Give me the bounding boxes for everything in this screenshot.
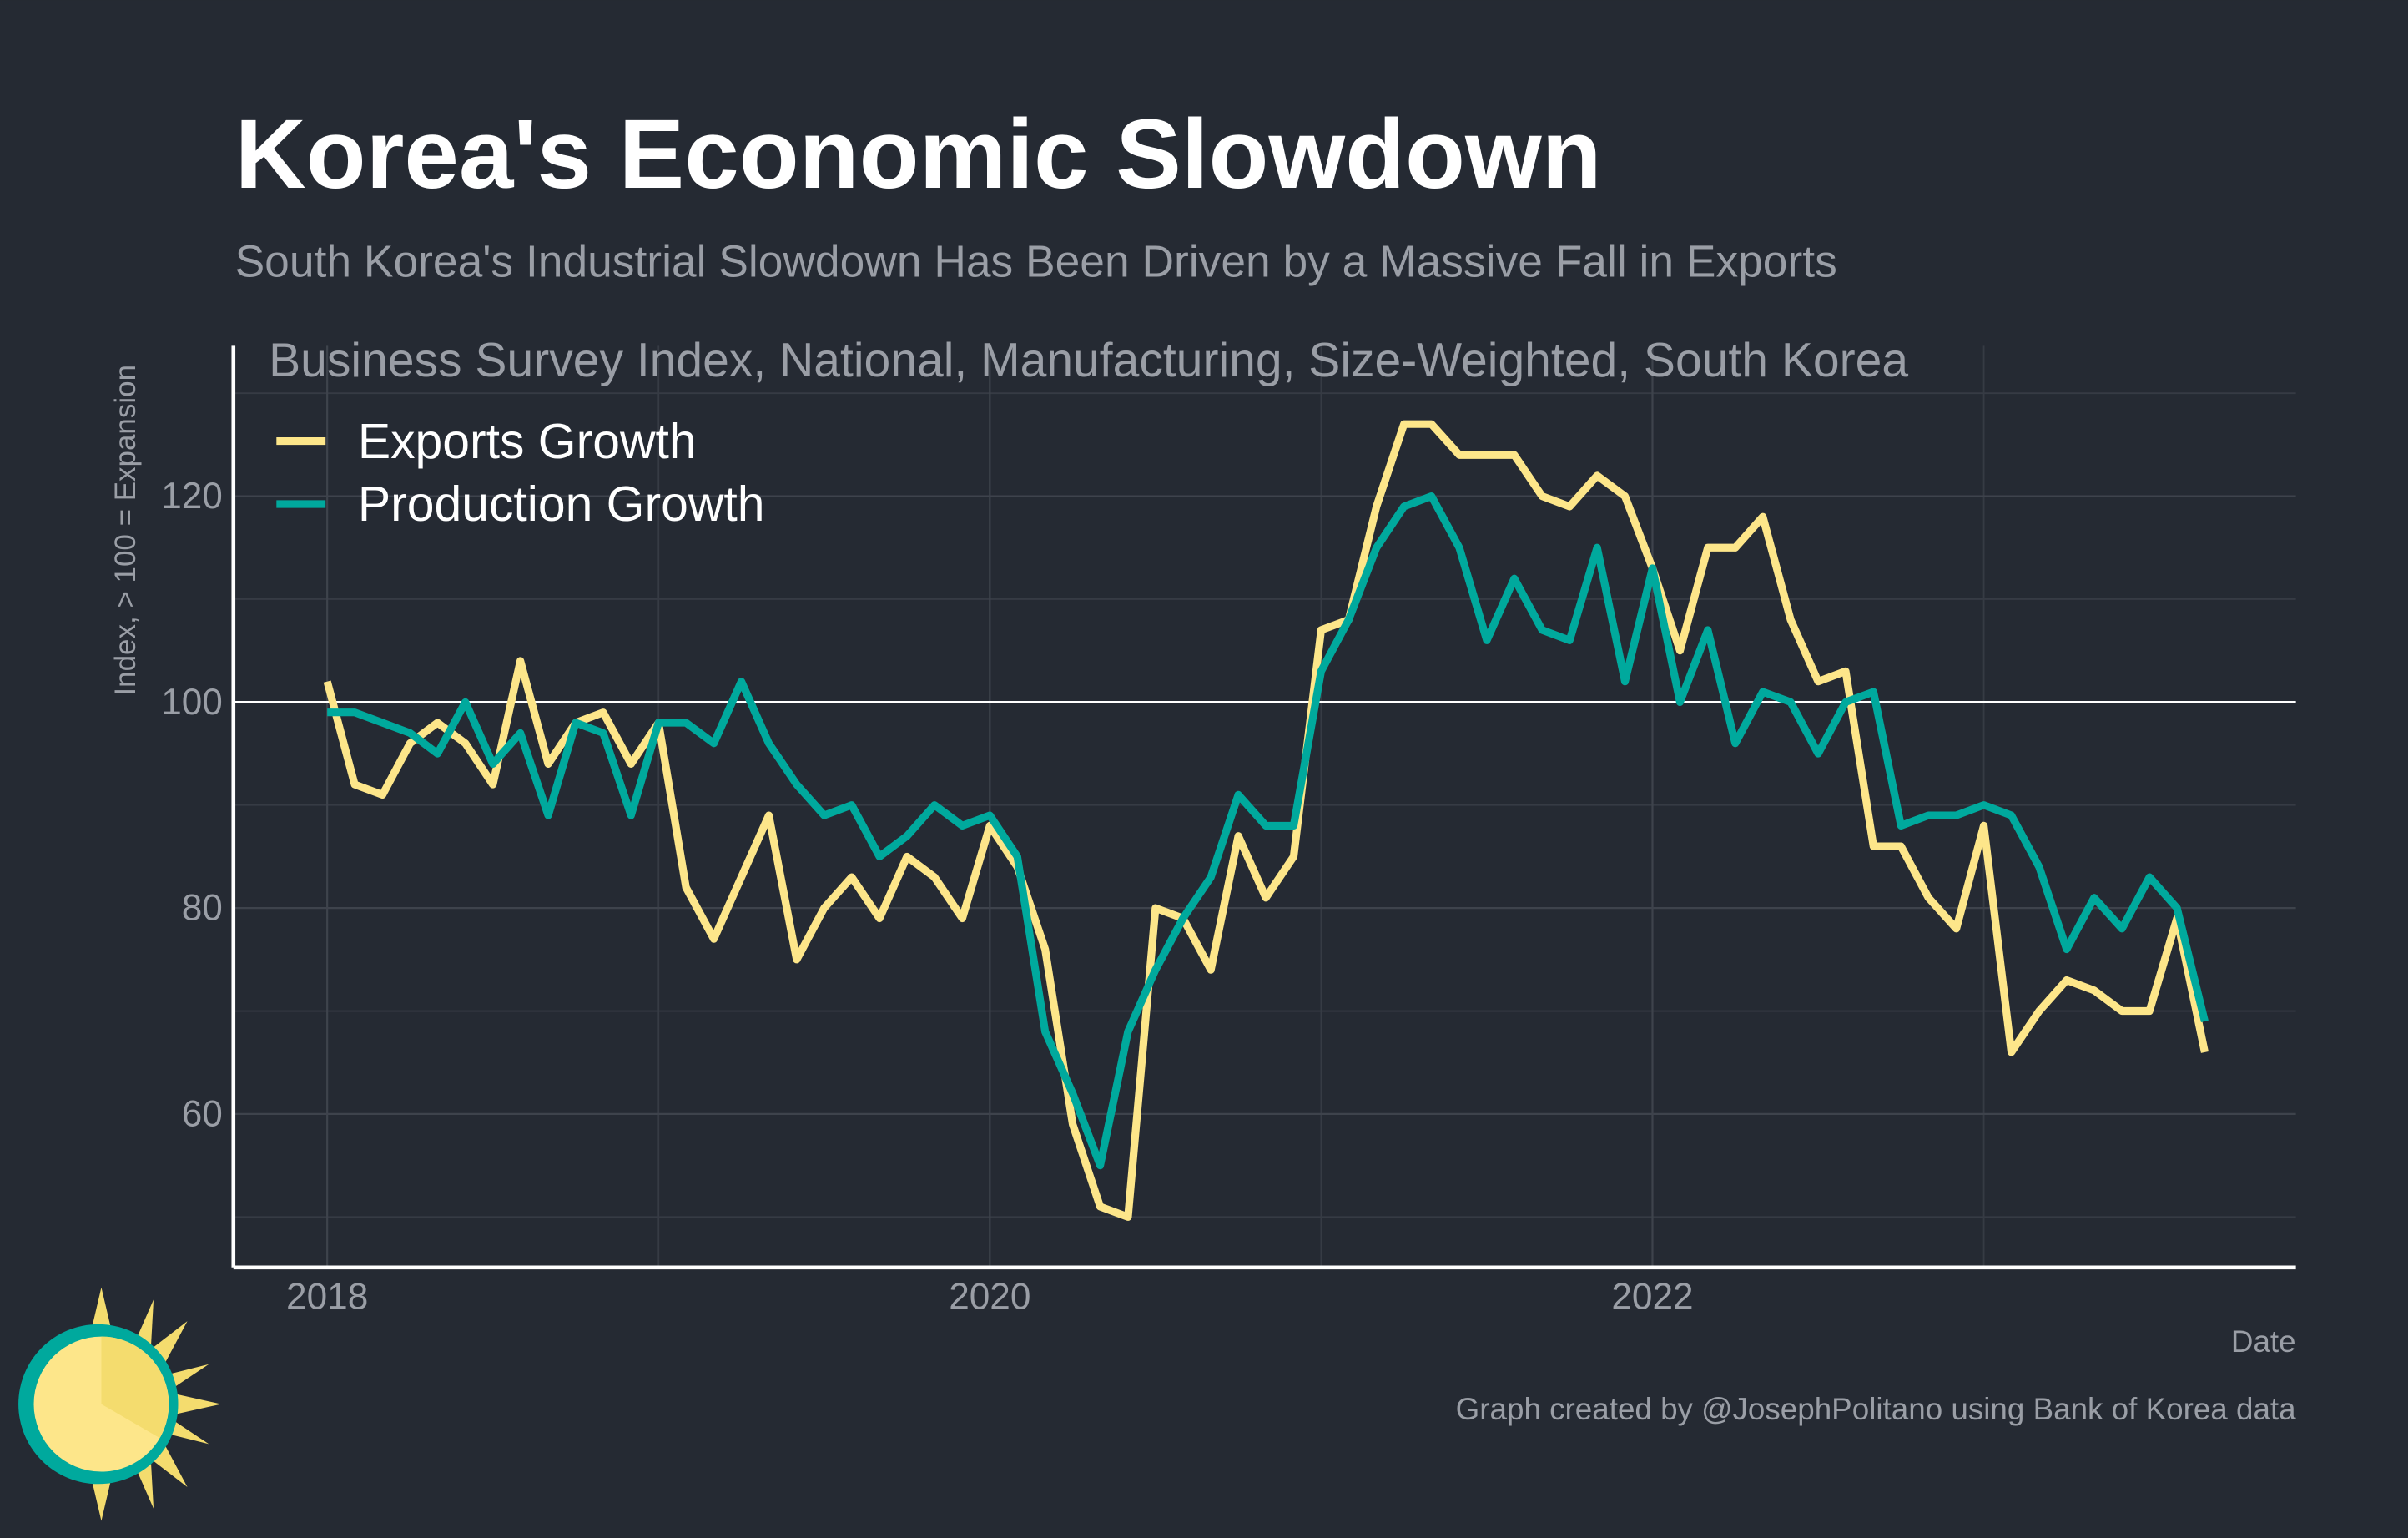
legend-label: Exports Growth [358, 415, 697, 469]
y-tick-label: 80 [182, 888, 223, 929]
data-line [323, 420, 2209, 1221]
x-tick-label: 2018 [286, 1276, 368, 1317]
logo [18, 1287, 222, 1521]
y-tick-label: 100 [161, 682, 223, 723]
credit: Graph created by @JosephPolitano using B… [1456, 1392, 2297, 1426]
x-tick-label: 2022 [1611, 1276, 1693, 1317]
y-tick-label: 120 [161, 476, 223, 517]
x-axis-label: Date [2231, 1324, 2296, 1359]
data-line [327, 492, 2209, 1170]
chart-title: Korea's Economic Slowdown [235, 98, 1602, 209]
subtitle: South Korea's Industrial Slowdown Has Be… [235, 238, 1837, 287]
y-axis-label: Index, > 100 = Expansion [109, 365, 142, 696]
x-tick-label: 2020 [949, 1276, 1030, 1317]
y-tick-label: 60 [182, 1093, 223, 1134]
chart-label: Business Survey Index, National, Manufac… [269, 334, 1908, 387]
legend-label: Production Growth [358, 477, 765, 532]
